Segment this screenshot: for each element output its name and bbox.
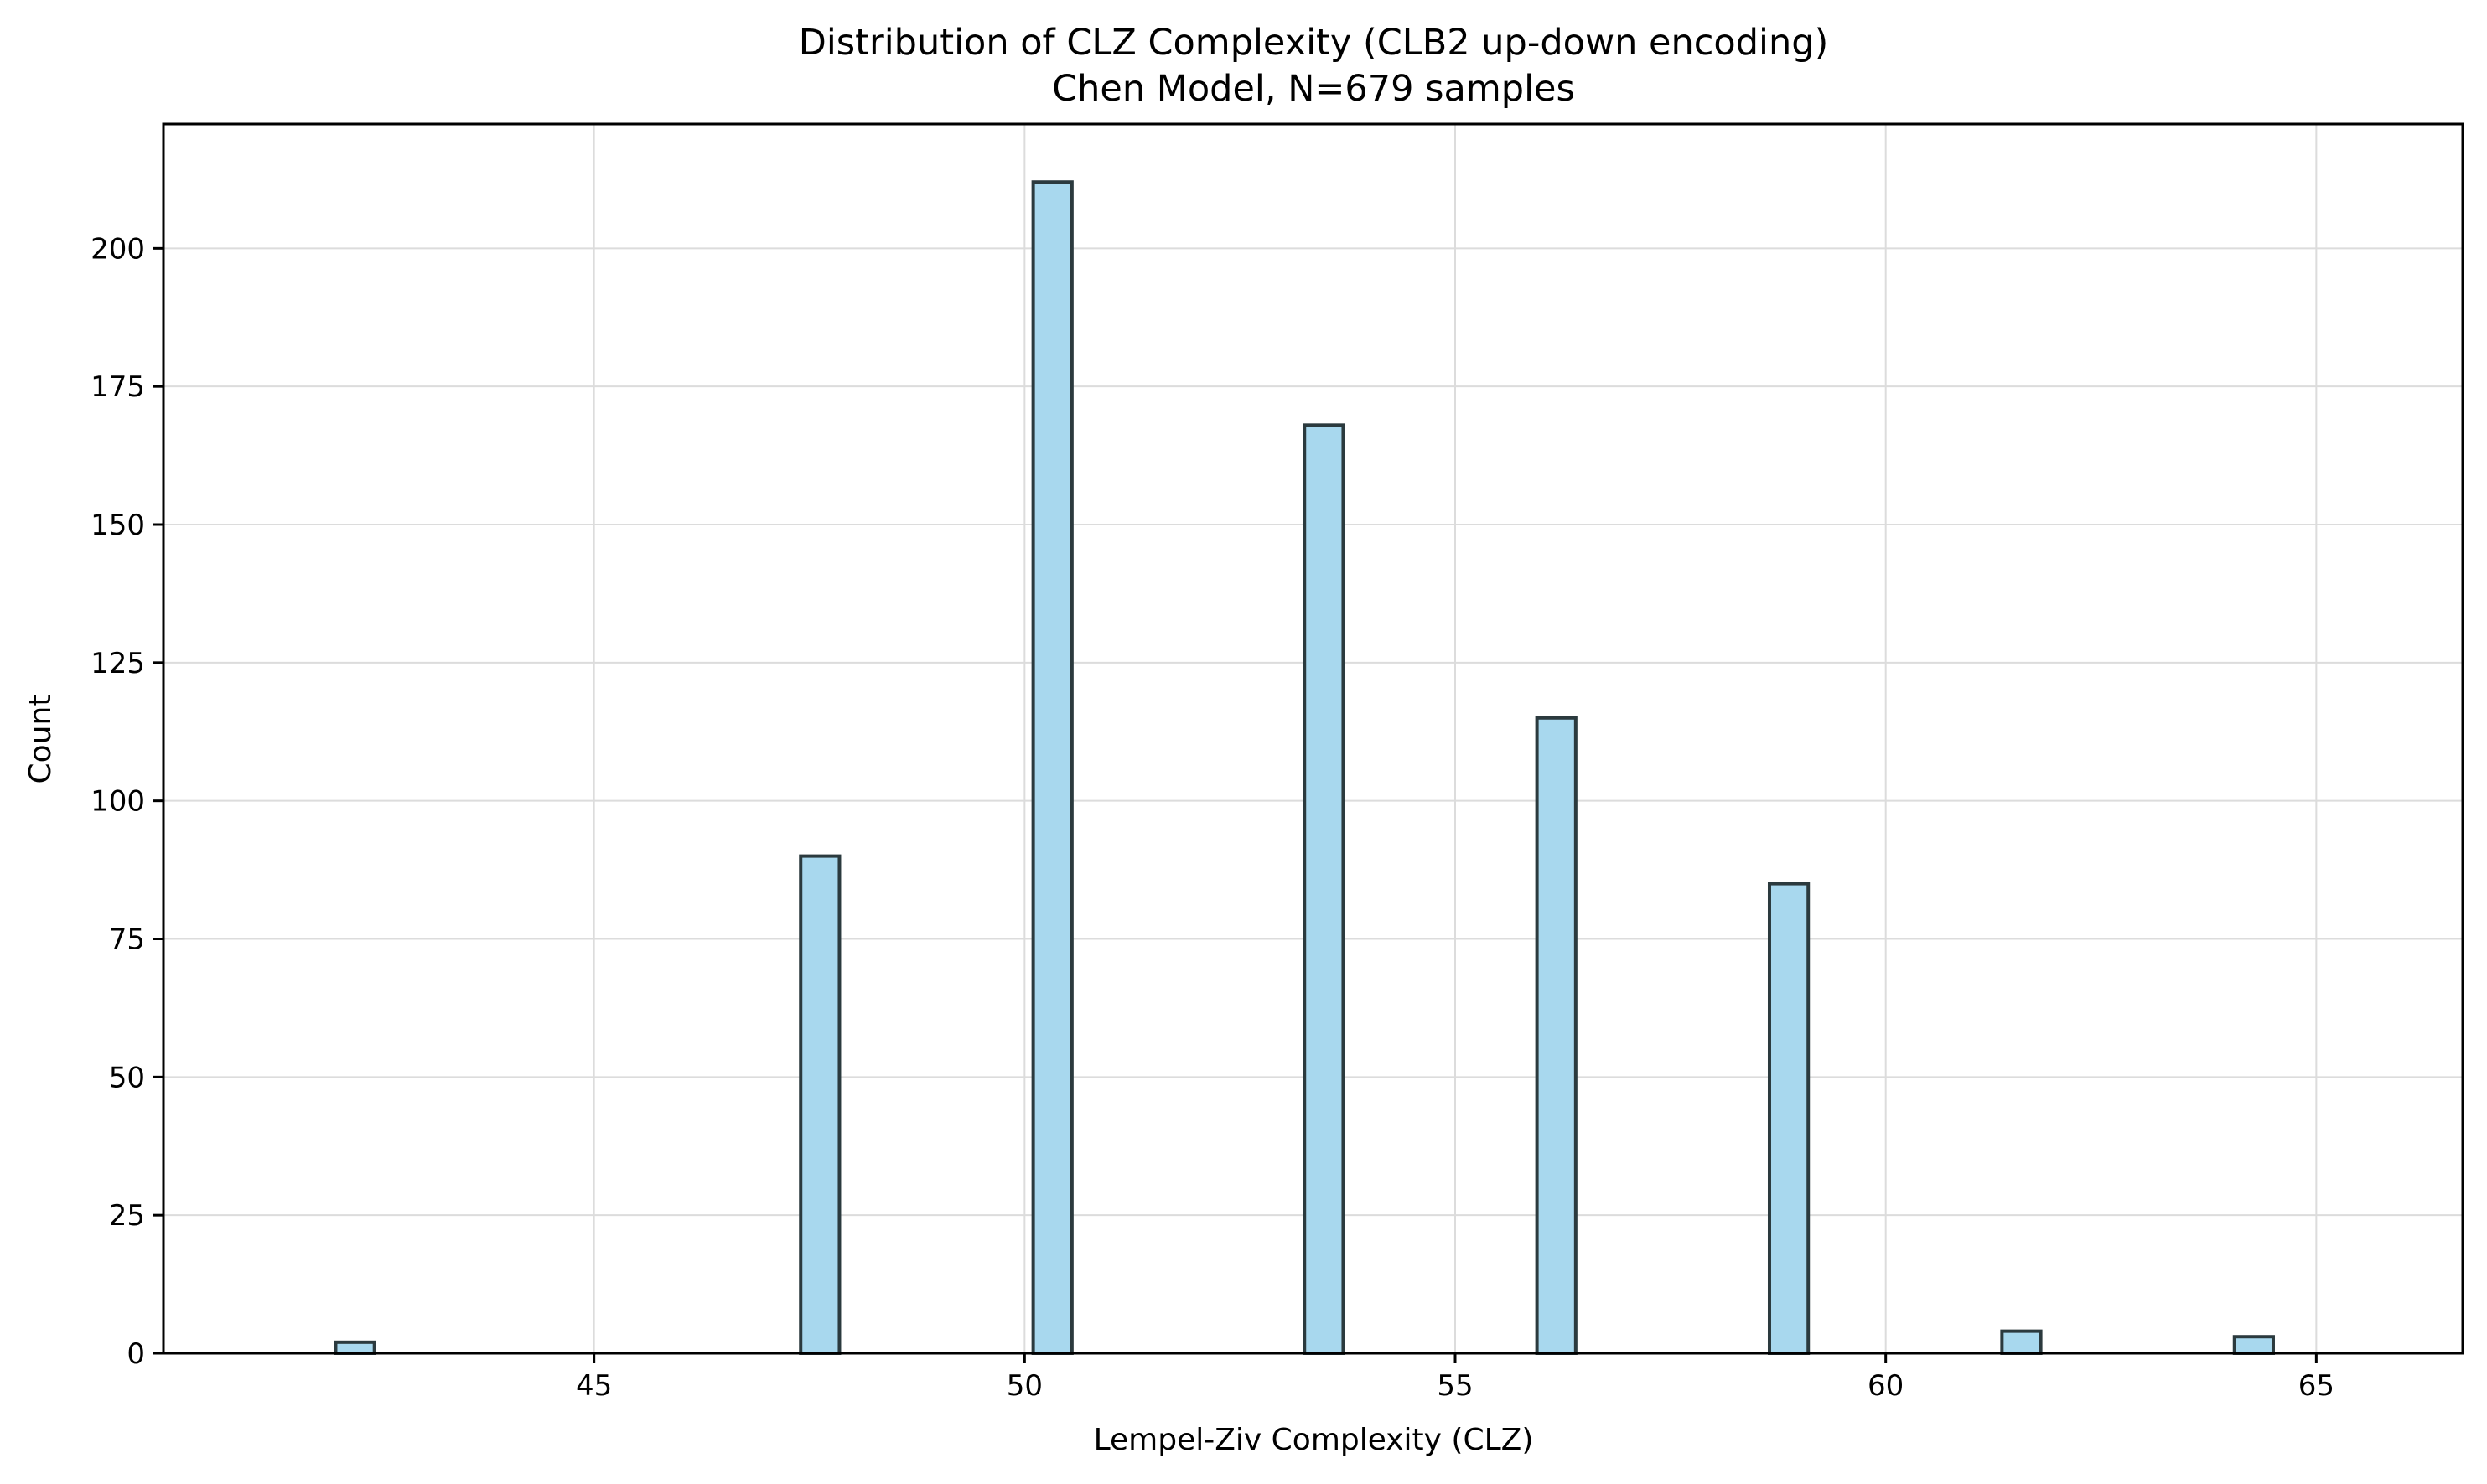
y-tick-label: 125 bbox=[91, 647, 145, 680]
histogram-bar bbox=[2000, 1329, 2043, 1355]
chart-title: Distribution of CLZ Complexity (CLB2 up-… bbox=[799, 22, 1829, 64]
x-tick-label: 65 bbox=[2298, 1369, 2334, 1403]
y-tick-label: 75 bbox=[109, 923, 145, 957]
x-tick-label: 50 bbox=[1007, 1369, 1043, 1403]
axis-ticks: 45 50 55 60 65 0 25 50 75 100 125 150 175 200 bbox=[91, 232, 2334, 1403]
bars bbox=[334, 180, 2275, 1355]
y-tick-label: 0 bbox=[127, 1337, 145, 1371]
x-tick-label: 60 bbox=[1868, 1369, 1904, 1403]
x-tick-label: 55 bbox=[1437, 1369, 1473, 1403]
y-tick-label: 175 bbox=[91, 370, 145, 404]
y-tick-label: 25 bbox=[109, 1199, 145, 1233]
chart-subtitle: Chen Model, N=679 samples bbox=[1052, 68, 1575, 110]
y-tick-label: 200 bbox=[91, 232, 145, 266]
histogram-bar bbox=[799, 854, 842, 1355]
x-tick-label: 45 bbox=[576, 1369, 612, 1403]
y-tick-label: 150 bbox=[91, 509, 145, 542]
histogram-bar bbox=[334, 1340, 376, 1355]
y-tick-label: 100 bbox=[91, 785, 145, 819]
histogram-bar bbox=[1303, 423, 1345, 1355]
histogram-bar bbox=[1535, 716, 1578, 1355]
y-tick-label: 50 bbox=[109, 1061, 145, 1094]
histogram-bar bbox=[1767, 882, 1811, 1355]
y-axis-label: Count bbox=[23, 695, 58, 784]
histogram-bar bbox=[1031, 180, 1074, 1355]
plot-frame bbox=[162, 122, 2464, 1355]
x-axis-label: Lempel-Ziv Complexity (CLZ) bbox=[1094, 1423, 1534, 1457]
histogram-bar bbox=[2232, 1335, 2275, 1355]
